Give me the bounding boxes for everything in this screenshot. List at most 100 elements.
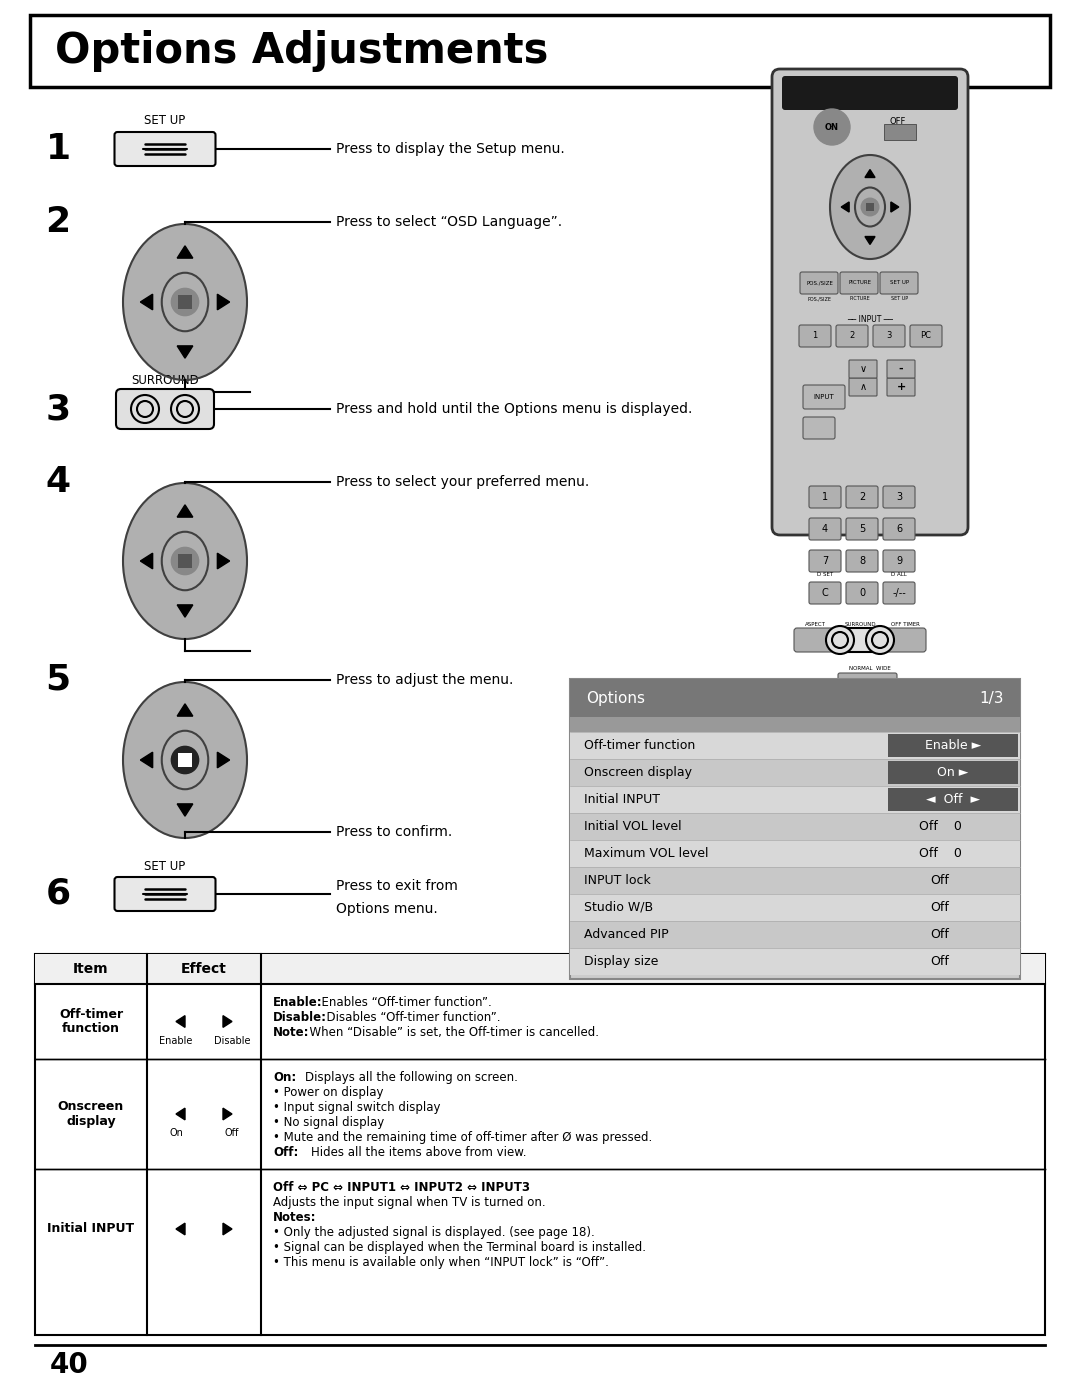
Text: SELECT: SELECT: [880, 710, 900, 714]
Text: OFF TIMER: OFF TIMER: [891, 623, 919, 627]
Text: Hides all the items above from view.: Hides all the items above from view.: [296, 1146, 527, 1160]
Text: 4: 4: [45, 465, 70, 499]
Polygon shape: [222, 1016, 232, 1027]
Circle shape: [866, 626, 894, 654]
Text: Off: Off: [931, 901, 949, 914]
Text: PC: PC: [920, 331, 931, 341]
FancyBboxPatch shape: [116, 388, 214, 429]
Circle shape: [832, 631, 848, 648]
Text: 2: 2: [45, 205, 70, 239]
Text: Display size: Display size: [584, 956, 659, 968]
Polygon shape: [177, 246, 193, 258]
FancyBboxPatch shape: [883, 550, 915, 571]
Text: Off    0: Off 0: [919, 820, 961, 833]
Text: 3: 3: [887, 331, 892, 341]
FancyBboxPatch shape: [799, 326, 831, 346]
Text: INPUT lock: INPUT lock: [584, 875, 651, 887]
Polygon shape: [177, 605, 193, 617]
Circle shape: [172, 288, 199, 316]
Text: VOL: VOL: [895, 362, 909, 367]
Text: Options Adjustments: Options Adjustments: [55, 29, 549, 73]
Text: Maximum VOL level: Maximum VOL level: [584, 847, 708, 861]
FancyBboxPatch shape: [846, 550, 878, 571]
Text: 40: 40: [50, 1351, 89, 1379]
FancyBboxPatch shape: [809, 583, 841, 604]
Text: 6: 6: [896, 524, 902, 534]
Text: Press to adjust the menu.: Press to adjust the menu.: [336, 673, 513, 687]
Text: SWAP: SWAP: [841, 710, 856, 714]
Text: ── INPUT ──: ── INPUT ──: [847, 314, 893, 324]
FancyBboxPatch shape: [570, 759, 1020, 787]
FancyBboxPatch shape: [849, 360, 877, 379]
Polygon shape: [176, 1016, 185, 1027]
FancyBboxPatch shape: [570, 813, 1020, 840]
Polygon shape: [140, 295, 152, 310]
Text: 4: 4: [822, 524, 828, 534]
Text: 8: 8: [859, 556, 865, 566]
FancyBboxPatch shape: [912, 715, 950, 735]
Text: Press to select your preferred menu.: Press to select your preferred menu.: [336, 475, 590, 489]
FancyBboxPatch shape: [809, 486, 841, 509]
Text: Adjustments: Adjustments: [604, 963, 702, 977]
Text: ∧: ∧: [860, 381, 866, 393]
Text: Off:: Off:: [273, 1146, 298, 1160]
Ellipse shape: [162, 532, 208, 591]
FancyBboxPatch shape: [873, 326, 905, 346]
Text: • Power on display: • Power on display: [273, 1085, 383, 1099]
Text: Disable:: Disable:: [273, 1011, 327, 1024]
Text: Onscreen
display: Onscreen display: [58, 1099, 124, 1127]
Circle shape: [872, 631, 888, 648]
Text: POS./SIZE: POS./SIZE: [808, 296, 832, 302]
Text: ON: ON: [825, 123, 839, 131]
Text: Studio W/B: Studio W/B: [584, 901, 653, 914]
Text: Off-timer
function: Off-timer function: [59, 1007, 123, 1035]
Text: D SET: D SET: [816, 571, 833, 577]
Text: CH: CH: [855, 362, 865, 367]
Text: 1/3: 1/3: [980, 690, 1004, 705]
FancyBboxPatch shape: [178, 555, 192, 567]
Text: Disable: Disable: [214, 1035, 251, 1045]
FancyBboxPatch shape: [789, 715, 827, 735]
Text: Off    0: Off 0: [919, 847, 961, 861]
FancyBboxPatch shape: [570, 717, 1020, 732]
FancyBboxPatch shape: [840, 272, 878, 293]
FancyBboxPatch shape: [870, 715, 909, 735]
Text: MOVE: MOVE: [923, 710, 939, 714]
FancyBboxPatch shape: [887, 379, 915, 395]
Text: INPUT: INPUT: [813, 394, 835, 400]
Text: Onscreen display: Onscreen display: [584, 766, 692, 780]
Text: On:: On:: [273, 1071, 296, 1084]
Ellipse shape: [162, 731, 208, 789]
Text: • Signal can be displayed when the Terminal board is installed.: • Signal can be displayed when the Termi…: [273, 1241, 646, 1255]
Polygon shape: [217, 752, 230, 768]
Text: • Mute and the remaining time of off-timer after Ø was pressed.: • Mute and the remaining time of off-tim…: [273, 1132, 652, 1144]
Text: Press to select “OSD Language”.: Press to select “OSD Language”.: [336, 215, 562, 229]
Text: Options menu.: Options menu.: [336, 902, 437, 916]
FancyBboxPatch shape: [570, 679, 1020, 717]
Text: 5: 5: [45, 664, 70, 697]
FancyBboxPatch shape: [30, 15, 1050, 87]
Circle shape: [177, 401, 193, 416]
Polygon shape: [865, 236, 875, 244]
Text: MULTI PP: MULTI PP: [796, 710, 820, 714]
FancyBboxPatch shape: [772, 68, 968, 535]
Text: Off: Off: [931, 928, 949, 942]
FancyBboxPatch shape: [800, 272, 838, 293]
Text: 3: 3: [896, 492, 902, 502]
Text: POS./SIZE: POS./SIZE: [807, 281, 834, 285]
FancyBboxPatch shape: [35, 954, 1045, 1336]
FancyBboxPatch shape: [846, 518, 878, 541]
Text: Disables “Off-timer function”.: Disables “Off-timer function”.: [320, 1011, 501, 1024]
Polygon shape: [217, 553, 230, 569]
FancyBboxPatch shape: [570, 949, 1020, 975]
FancyBboxPatch shape: [831, 715, 868, 735]
FancyBboxPatch shape: [809, 518, 841, 541]
FancyBboxPatch shape: [865, 203, 875, 211]
Text: SET UP: SET UP: [145, 859, 186, 873]
Ellipse shape: [855, 187, 885, 226]
Text: 2: 2: [849, 331, 854, 341]
Text: 7: 7: [822, 556, 828, 566]
Circle shape: [172, 548, 199, 574]
Text: SURROUND: SURROUND: [131, 374, 199, 387]
Text: Initial VOL level: Initial VOL level: [584, 820, 681, 833]
